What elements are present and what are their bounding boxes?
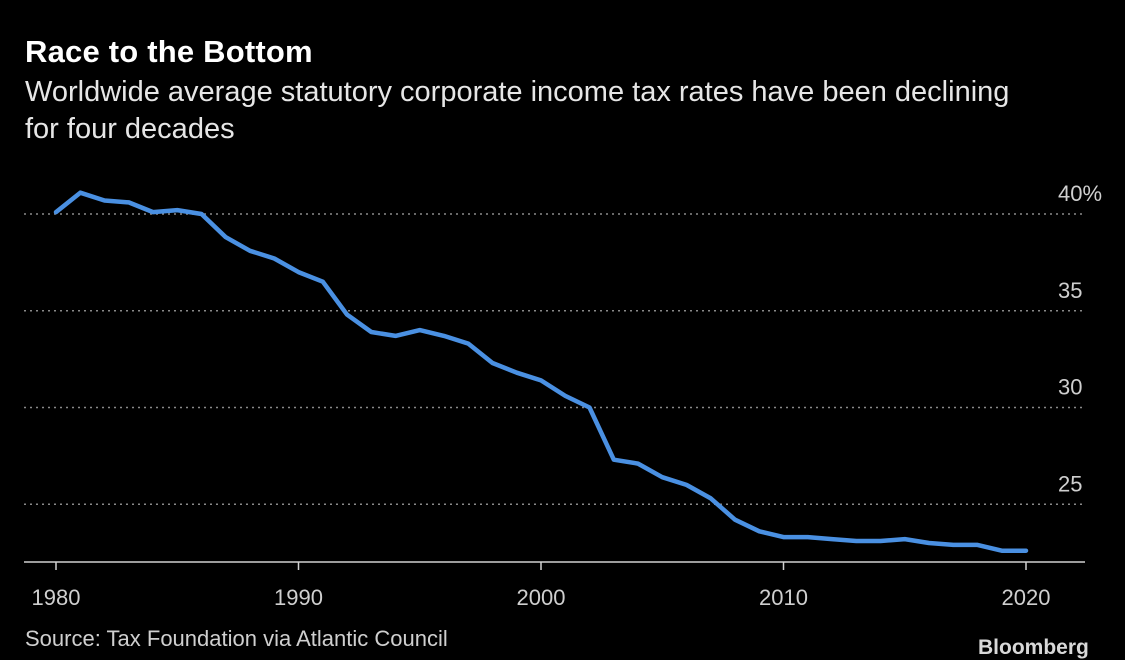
x-axis-labels: 1980 1990 2000 2010 2020: [32, 585, 1051, 610]
y-tick-label-40: 40%: [1058, 181, 1102, 206]
gridlines: [24, 213, 1085, 506]
x-tick-label-2000: 2000: [517, 585, 566, 610]
chart-title: Race to the Bottom: [25, 34, 313, 69]
series-group: [53, 190, 1029, 553]
y-tick-label-35: 35: [1058, 278, 1082, 303]
chart-subtitle: Worldwide average statutory corporate in…: [25, 76, 1010, 145]
y-axis-labels: 40% 35 30 25: [1058, 181, 1102, 496]
x-tick-label-1980: 1980: [32, 585, 81, 610]
y-tick-label-25: 25: [1058, 471, 1082, 496]
y-tick-label-30: 30: [1058, 375, 1082, 400]
x-tick-label-1990: 1990: [274, 585, 323, 610]
series-line-0: [53, 190, 1029, 553]
series-points-0: [55, 191, 1028, 552]
x-tick-label-2010: 2010: [759, 585, 808, 610]
source-note: Source: Tax Foundation via Atlantic Coun…: [25, 626, 448, 651]
x-tick-label-2020: 2020: [1002, 585, 1051, 610]
x-axis: [24, 561, 1085, 570]
bloomberg-logo: Bloomberg: [978, 636, 1089, 659]
